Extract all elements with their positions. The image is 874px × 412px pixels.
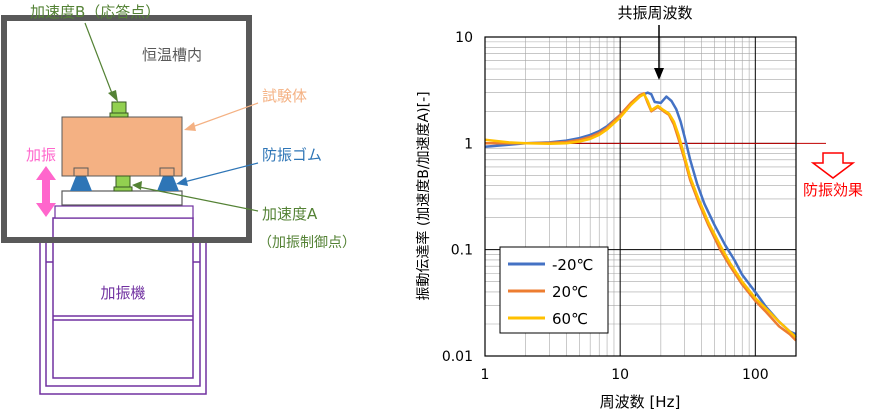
isolator-right <box>157 176 179 191</box>
x-tick-label: 100 <box>742 367 769 383</box>
shaker-label: 加振機 <box>100 284 145 302</box>
accel-b-arrowhead <box>108 90 118 102</box>
isolation-effect-arrow <box>810 152 856 179</box>
base-plate <box>61 190 183 206</box>
transmissibility-chart: 1 10 100 0.01 0.1 1 10 周波数 [Hz] 振動伝達率 (加速度B/加… <box>415 4 863 411</box>
accelerometer-a <box>113 175 133 192</box>
specimen <box>61 116 183 177</box>
y-tick-label: 1 <box>464 136 473 152</box>
brackets <box>73 167 175 177</box>
legend: -20℃ 20℃ 60℃ <box>499 246 609 334</box>
y-tick-label: 0.01 <box>442 349 473 365</box>
series-line-2 <box>484 92 797 339</box>
legend-label-0: -20℃ <box>552 256 593 274</box>
accel-a-label: 加速度A <box>262 205 318 223</box>
x-tick-labels: 1 10 100 <box>481 367 769 383</box>
legend-item-1: 20℃ <box>508 283 588 301</box>
specimen-leader <box>191 102 259 128</box>
accel-a-sublabel: （加振制御点） <box>258 235 356 251</box>
accel-b-leader <box>84 22 114 97</box>
accel-b-label: 加速度B（応答点） <box>30 3 160 21</box>
plot-area <box>484 36 797 357</box>
shaker-table <box>54 205 194 219</box>
series-line-0 <box>484 91 797 336</box>
resonance-arrowhead <box>654 68 664 80</box>
specimen-label: 試験体 <box>262 87 307 105</box>
legend-label-2: 60℃ <box>552 310 588 328</box>
accelerometer-b <box>109 101 129 118</box>
legend-item-2: 60℃ <box>508 310 588 328</box>
x-axis-label: 周波数 [Hz] <box>600 393 681 411</box>
isolator-left <box>70 176 92 191</box>
accel-a-leader <box>138 186 259 212</box>
excitation-label: 加振 <box>26 146 56 164</box>
specimen-arrowhead <box>184 122 196 131</box>
series-lines <box>484 91 797 342</box>
y-tick-label: 10 <box>455 30 473 46</box>
chamber-outline <box>1 15 252 243</box>
y-tick-labels: 0.01 0.1 1 10 <box>442 30 473 365</box>
x-tick-label: 1 <box>481 367 490 383</box>
legend-label-1: 20℃ <box>552 283 588 301</box>
isolator-arrowhead <box>176 177 188 186</box>
y-axis-label: 振動伝達率 (加速度B/加速度A)[-] <box>415 91 432 300</box>
legend-item-0: -20℃ <box>508 256 593 274</box>
excitation-arrow <box>36 166 56 217</box>
resonance-label: 共振周波数 <box>617 4 692 22</box>
setup-diagram: 加振機 恒温槽内 加振 <box>1 3 356 395</box>
accel-a-arrowhead <box>132 181 142 190</box>
chamber-label: 恒温槽内 <box>142 46 202 64</box>
shaker <box>39 217 207 395</box>
isolator-leader <box>183 162 259 183</box>
x-tick-label: 10 <box>611 367 629 383</box>
y-tick-label: 0.1 <box>451 243 473 259</box>
isolator-label: 防振ゴム <box>262 146 322 164</box>
isolation-effect-label: 防振効果 <box>803 181 863 199</box>
